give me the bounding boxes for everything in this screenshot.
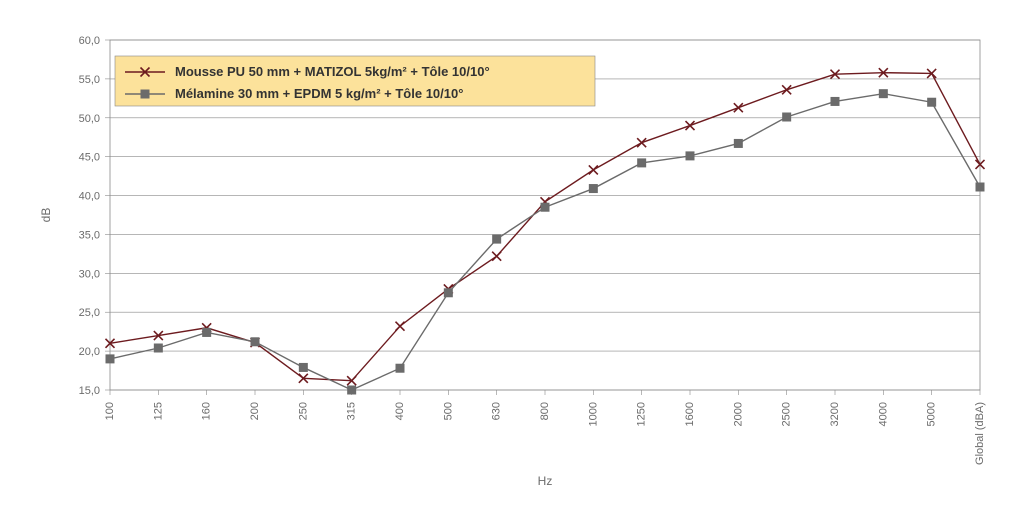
x-tick-label: Global (dBA) (974, 402, 986, 465)
x-tick-label: 1600 (684, 402, 696, 426)
x-tick-label: 630 (491, 402, 503, 420)
x-tick-label: 2000 (732, 402, 744, 426)
y-axis-label: dB (39, 208, 53, 223)
y-tick-label: 35,0 (79, 229, 100, 241)
x-tick-label: 160 (201, 402, 213, 420)
x-tick-label: 1000 (587, 402, 599, 426)
legend-label: Mélamine 30 mm + EPDM 5 kg/m² + Tôle 10/… (175, 86, 463, 101)
x-tick-label: 315 (346, 402, 358, 420)
y-tick-label: 55,0 (79, 74, 100, 86)
y-tick-label: 45,0 (79, 152, 100, 164)
y-tick-label: 40,0 (79, 191, 100, 203)
y-tick-label: 60,0 (79, 35, 100, 47)
x-axis-label: Hz (538, 474, 553, 488)
x-tick-label: 3200 (829, 402, 841, 426)
y-tick-label: 25,0 (79, 307, 100, 319)
x-tick-label: 500 (442, 402, 454, 420)
legend-label: Mousse PU 50 mm + MATIZOL 5kg/m² + Tôle … (175, 64, 490, 79)
x-tick-label: 100 (104, 402, 116, 420)
x-tick-label: 800 (539, 402, 551, 420)
x-tick-label: 200 (249, 402, 261, 420)
x-tick-label: 250 (297, 402, 309, 420)
x-tick-label: 2500 (781, 402, 793, 426)
x-tick-label: 400 (394, 402, 406, 420)
y-tick-label: 30,0 (79, 268, 100, 280)
y-tick-label: 15,0 (79, 385, 100, 397)
line-chart: 15,0 20,0 25,0 30,0 35,0 40,0 45,0 50,0 55,0 60,0… (0, 0, 1024, 512)
y-tick-label: 50,0 (79, 113, 100, 125)
y-tick-label: 20,0 (79, 346, 100, 358)
x-tick-label: 125 (152, 402, 164, 420)
x-tick-label: 5000 (926, 402, 938, 426)
chart-container: 15,0 20,0 25,0 30,0 35,0 40,0 45,0 50,0 55,0 60,0… (0, 0, 1024, 512)
x-tick-label: 4000 (877, 402, 889, 426)
x-tick-label: 1250 (636, 402, 648, 426)
